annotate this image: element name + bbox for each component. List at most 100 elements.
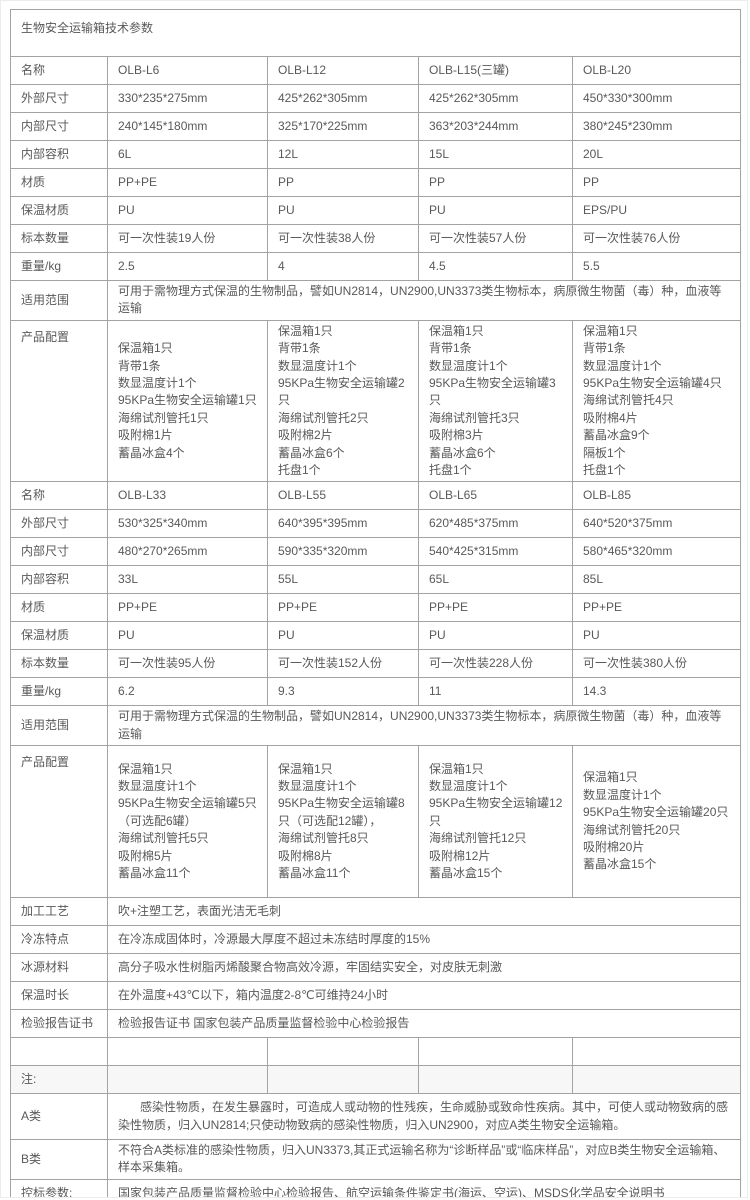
spec-cell: 11 [418, 677, 573, 707]
empty-cell [107, 1037, 268, 1067]
table-row-class-a: A类 感染性物质，在发生暴露时，可造成人或动物的性残疾，生命威胁或致命性疾病。其… [10, 1093, 741, 1141]
table-title: 生物安全运输箱技术参数 [10, 9, 741, 57]
row-label: 标本数量 [10, 649, 108, 679]
spec-cell: PU [107, 621, 268, 651]
spec-cell: 425*262*305mm [267, 84, 419, 113]
spec-cell: PP+PE [107, 593, 268, 623]
row-label: A类 [10, 1093, 108, 1141]
spec-cell: 20L [572, 140, 741, 169]
spec-cell: 325*170*225mm [267, 112, 419, 141]
row-label: 外部尺寸 [10, 84, 108, 113]
spec-cell: 620*485*375mm [418, 509, 573, 539]
spec-cell: 6.2 [107, 677, 268, 707]
spec-cell: 85L [572, 565, 741, 595]
spec-cell: PU [267, 621, 419, 651]
table-row-config: 产品配置 保温箱1只 背带1条 数显温度计1个 95KPa生物安全运输罐1只 海… [10, 319, 741, 483]
spec-cell: PU [572, 621, 741, 651]
spec-cell-span: 感染性物质，在发生暴露时，可造成人或动物的性残疾，生命威胁或致命性疾病。其中，可… [107, 1093, 741, 1141]
spec-cell: 640*520*375mm [572, 509, 741, 539]
table-row: 加工工艺 吹+注塑工艺，表面光洁无毛刺 [10, 897, 741, 927]
spec-cell: 65L [418, 565, 573, 595]
spec-cell: 2.5 [107, 252, 268, 281]
spec-cell: 可一次性装38人份 [267, 224, 419, 253]
empty-cell [267, 1065, 419, 1095]
table-row: 重量/kg 2.5 4 4.5 5.5 [10, 252, 741, 281]
row-label: 检验报告证书 [10, 1009, 108, 1039]
spec-cell: PP+PE [572, 593, 741, 623]
spec-cell: 可一次性装228人份 [418, 649, 573, 679]
row-label: 内部容积 [10, 140, 108, 169]
spec-cell: OLB-L20 [572, 56, 741, 85]
spec-cell: PP+PE [267, 593, 419, 623]
row-label: 重量/kg [10, 677, 108, 707]
spec-cell: 425*262*305mm [418, 84, 573, 113]
spec-cell: PP+PE [418, 593, 573, 623]
spec-cell: 12L [267, 140, 419, 169]
table-row: 冰源材料 高分子吸水性树脂丙烯酸聚合物高效冷源，牢固结实安全，对皮肤无刺激 [10, 953, 741, 983]
spec-cell: 55L [267, 565, 419, 595]
spec-cell: 240*145*180mm [107, 112, 268, 141]
spec-cell-span: 吹+注塑工艺，表面光洁无毛刺 [107, 897, 741, 927]
empty-cell [10, 1037, 108, 1067]
spec-cell: 可一次性装76人份 [572, 224, 741, 253]
spec-cell-span: 不符合A类标准的感染性物质，归入UN3373,其正式运输名称为“诊断样品”或“临… [107, 1139, 741, 1180]
row-label: 材质 [10, 168, 108, 197]
spec-cell: 可一次性装19人份 [107, 224, 268, 253]
empty-cell [107, 1065, 268, 1095]
row-label: B类 [10, 1139, 108, 1180]
table-row: 材质 PP+PE PP PP PP [10, 168, 741, 197]
empty-cell [572, 1065, 741, 1095]
table-row: 标本数量 可一次性装95人份 可一次性装152人份 可一次性装228人份 可一次… [10, 649, 741, 679]
row-label: 控标参数: [10, 1178, 108, 1197]
spec-cell: 580*465*320mm [572, 537, 741, 567]
empty-cell [418, 1037, 573, 1067]
table-row-config: 产品配置 保温箱1只 数显温度计1个 95KPa生物安全运输罐5只（可选配6罐）… [10, 745, 741, 899]
spec-cell: 可一次性装57人份 [418, 224, 573, 253]
spec-cell: PU [107, 196, 268, 225]
config-cell: 保温箱1只 背带1条 数显温度计1个 95KPa生物安全运输罐4只 海绵试剂管托… [572, 319, 741, 483]
empty-cell [418, 1065, 573, 1095]
spec-cell: OLB-L65 [418, 481, 573, 511]
row-label: 产品配置 [10, 745, 108, 899]
spec-cell-span: 可用于需物理方式保温的生物制品，譬如UN2814，UN2900,UN3373类生… [107, 705, 741, 747]
table-row: 材质 PP+PE PP+PE PP+PE PP+PE [10, 593, 741, 623]
table-row: 名称 OLB-L6 OLB-L12 OLB-L15(三罐) OLB-L20 [10, 56, 741, 85]
row-label: 重量/kg [10, 252, 108, 281]
table-row-control: 控标参数: 国家包装产品质量监督检验中心检验报告、航空运输条件鉴定书(海运、空运… [10, 1178, 741, 1197]
row-label: 材质 [10, 593, 108, 623]
spec-table: 生物安全运输箱技术参数 名称 OLB-L6 OLB-L12 OLB-L15(三罐… [10, 9, 741, 1197]
spec-cell: 可一次性装380人份 [572, 649, 741, 679]
spec-cell: 5.5 [572, 252, 741, 281]
spec-cell: 可一次性装152人份 [267, 649, 419, 679]
row-label: 内部尺寸 [10, 537, 108, 567]
spec-cell: PP [572, 168, 741, 197]
config-cell: 保温箱1只 数显温度计1个 95KPa生物安全运输罐5只（可选配6罐） 海绵试剂… [107, 745, 268, 899]
spec-cell: OLB-L33 [107, 481, 268, 511]
config-cell: 保温箱1只 数显温度计1个 95KPa生物安全运输罐8只（可选配12罐）， 海绵… [267, 745, 419, 899]
row-label: 保温材质 [10, 621, 108, 651]
row-label: 外部尺寸 [10, 509, 108, 539]
spec-cell: 590*335*320mm [267, 537, 419, 567]
spec-cell-span: 国家包装产品质量监督检验中心检验报告、航空运输条件鉴定书(海运、空运)、MSDS… [107, 1178, 741, 1197]
spec-cell: 可一次性装95人份 [107, 649, 268, 679]
spec-cell: 380*245*230mm [572, 112, 741, 141]
table-row: 标本数量 可一次性装19人份 可一次性装38人份 可一次性装57人份 可一次性装… [10, 224, 741, 253]
spec-cell: 330*235*275mm [107, 84, 268, 113]
config-cell: 保温箱1只 数显温度计1个 95KPa生物安全运输罐12只 海绵试剂管托12只 … [418, 745, 573, 899]
table-row-note: 注: [10, 1065, 741, 1095]
row-label: 保温材质 [10, 196, 108, 225]
table-row: 适用范围 可用于需物理方式保温的生物制品，譬如UN2814，UN2900,UN3… [10, 705, 741, 747]
spec-cell: EPS/PU [572, 196, 741, 225]
row-label: 内部容积 [10, 565, 108, 595]
spec-cell: 9.3 [267, 677, 419, 707]
table-row: 检验报告证书 检验报告证书 国家包装产品质量监督检验中心检验报告 [10, 1009, 741, 1039]
spec-cell: OLB-L15(三罐) [418, 56, 573, 85]
table-row: 保温材质 PU PU PU PU [10, 621, 741, 651]
spec-cell: 14.3 [572, 677, 741, 707]
spec-cell: PP [267, 168, 419, 197]
spec-cell: PU [418, 621, 573, 651]
config-cell: 保温箱1只 背带1条 数显温度计1个 95KPa生物安全运输罐3只 海绵试剂管托… [418, 319, 573, 483]
empty-cell [267, 1037, 419, 1067]
table-row: 内部容积 33L 55L 65L 85L [10, 565, 741, 595]
table-row: 内部容积 6L 12L 15L 20L [10, 140, 741, 169]
